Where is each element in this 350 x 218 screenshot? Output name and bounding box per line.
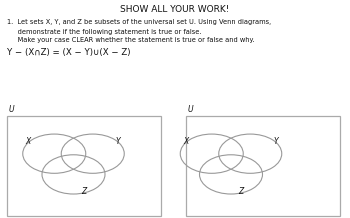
Text: Make your case CLEAR whether the statement is true or false and why.: Make your case CLEAR whether the stateme… <box>7 37 254 44</box>
Bar <box>7 116 161 216</box>
Bar <box>186 116 340 216</box>
Text: SHOW ALL YOUR WORK!: SHOW ALL YOUR WORK! <box>120 5 230 14</box>
Text: Z: Z <box>80 187 86 196</box>
Text: 1.  Let sets X, Y, and Z be subsets of the universal set U. Using Venn diagrams,: 1. Let sets X, Y, and Z be subsets of th… <box>7 19 271 25</box>
Text: Y: Y <box>116 136 120 146</box>
Text: U: U <box>187 106 193 114</box>
Text: U: U <box>9 106 14 114</box>
Text: Y: Y <box>273 136 278 146</box>
Text: Z: Z <box>238 187 244 196</box>
Text: Y − (X∩Z) = (X − Y)∪(X − Z): Y − (X∩Z) = (X − Y)∪(X − Z) <box>7 48 131 56</box>
Text: demonstrate if the following statement is true or false.: demonstrate if the following statement i… <box>7 29 202 35</box>
Text: X: X <box>25 136 31 146</box>
Text: X: X <box>183 136 188 146</box>
